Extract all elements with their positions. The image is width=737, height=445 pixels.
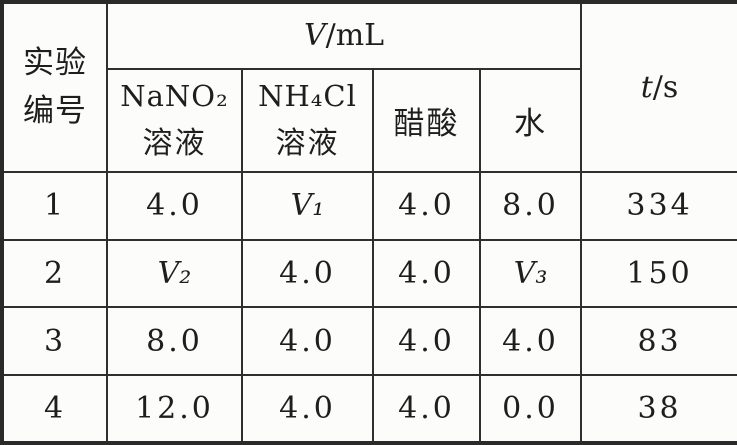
table-cell: 1 [1, 170, 108, 241]
table-cell: 3 [1, 306, 108, 377]
table-row: 1 4.0 V₁ 4.0 8.0 334 [1, 170, 737, 241]
table-row: 2 V₂ 4.0 4.0 V₃ 150 [1, 238, 737, 309]
header-experiment-number: 实验 编号 [1, 1, 108, 173]
table-cell: 4.0 [106, 170, 243, 241]
table-cell: 4.0 [372, 374, 481, 444]
table-cell: 150 [580, 238, 737, 309]
table-cell: 8.0 [106, 306, 243, 377]
table-cell: 4.0 [372, 170, 481, 241]
table-cell: 334 [580, 170, 737, 241]
table-cell: 83 [580, 306, 737, 377]
header-volume-per-ml: V/mL [105, 1, 583, 70]
table-cell: 4.0 [372, 306, 481, 377]
table-cell: V₃ [478, 238, 583, 309]
subheader-water: 水 [478, 67, 583, 173]
table-cell: 0.0 [478, 374, 583, 444]
table-cell: 8.0 [478, 170, 583, 241]
table-cell: 12.0 [106, 374, 243, 444]
table-row: 3 8.0 4.0 4.0 4.0 83 [1, 306, 737, 377]
table-cell: V₂ [106, 238, 243, 309]
table-cell: 4.0 [372, 238, 481, 309]
table-cell: 4.0 [241, 374, 374, 444]
header-row-sub: NaNO₂ 溶液 NH₄Cl 溶液 醋酸 [2, 67, 737, 173]
time-unit: /s [652, 69, 679, 105]
nano2-label: 溶液 [142, 125, 207, 161]
subheader-acetic-acid: 醋酸 [372, 67, 481, 173]
nh4cl-formula: NH₄Cl [258, 79, 357, 114]
water-label: 水 [514, 105, 548, 142]
header-row-top: 实验 编号 V/mL t/s [1, 1, 737, 173]
subheader-nh4cl-solution: NH₄Cl 溶液 [241, 67, 374, 173]
time-symbol: t [640, 69, 653, 105]
volume-unit: /mL [325, 18, 385, 54]
nano2-formula: NaNO₂ [120, 79, 229, 114]
table-cell: V₁ [241, 170, 374, 241]
subheader-nano2-solution: NaNO₂ 溶液 [106, 67, 243, 173]
volume-symbol: V [303, 18, 326, 54]
table-row: 4 12.0 4.0 4.0 0.0 38 [1, 374, 737, 444]
nh4cl-label: 溶液 [275, 125, 340, 161]
header-time-per-s: t/s [580, 1, 737, 173]
table-cell: 4.0 [241, 306, 374, 377]
table-cell: 4.0 [241, 238, 374, 309]
table-cell: 4.0 [478, 306, 583, 377]
acetic-acid-label: 醋酸 [393, 105, 460, 142]
table-cell: 2 [1, 238, 108, 309]
table-cell: 4 [1, 374, 108, 444]
table-cell: 38 [580, 374, 737, 444]
